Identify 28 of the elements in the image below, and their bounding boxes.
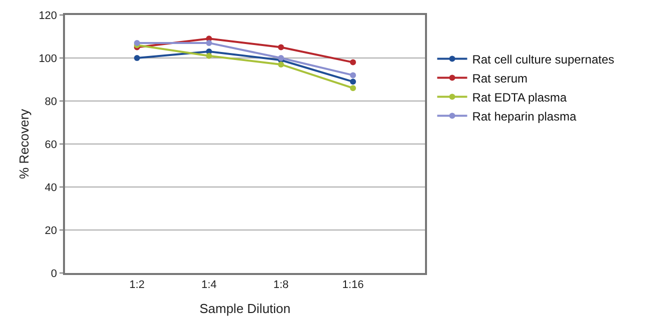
point	[206, 52, 212, 59]
y-axis-title: % Recovery	[16, 108, 32, 180]
y-tick-label: 20	[44, 224, 58, 237]
x-tick-label: 1:2	[129, 278, 145, 291]
legend-label: Rat EDTA plasma	[472, 90, 568, 104]
x-tick-label: 1:16	[342, 278, 364, 291]
y-tick-label: 0	[50, 268, 58, 280]
point	[350, 59, 356, 66]
y-tick-label: 100	[38, 52, 58, 65]
x-axis-title: Sample Dilution	[199, 301, 291, 316]
y-tick-label: 120	[38, 10, 58, 22]
legend-label: Rat serum	[472, 71, 528, 86]
x-tick-label: 1:8	[273, 278, 289, 291]
legend-label: Rat heparin plasma	[472, 109, 577, 124]
point	[350, 85, 356, 92]
point	[206, 40, 212, 46]
point	[278, 55, 284, 61]
point	[134, 40, 140, 46]
y-tick-label: 80	[44, 96, 58, 108]
y-tick-label: 60	[44, 138, 58, 151]
legend-label: Rat cell culture supernates	[472, 52, 614, 66]
point	[278, 44, 284, 50]
x-tick-label: 1:4	[201, 278, 217, 291]
point	[278, 61, 284, 68]
point	[350, 72, 356, 78]
y-tick-label: 40	[44, 182, 58, 194]
point	[350, 78, 356, 85]
point	[134, 55, 140, 61]
